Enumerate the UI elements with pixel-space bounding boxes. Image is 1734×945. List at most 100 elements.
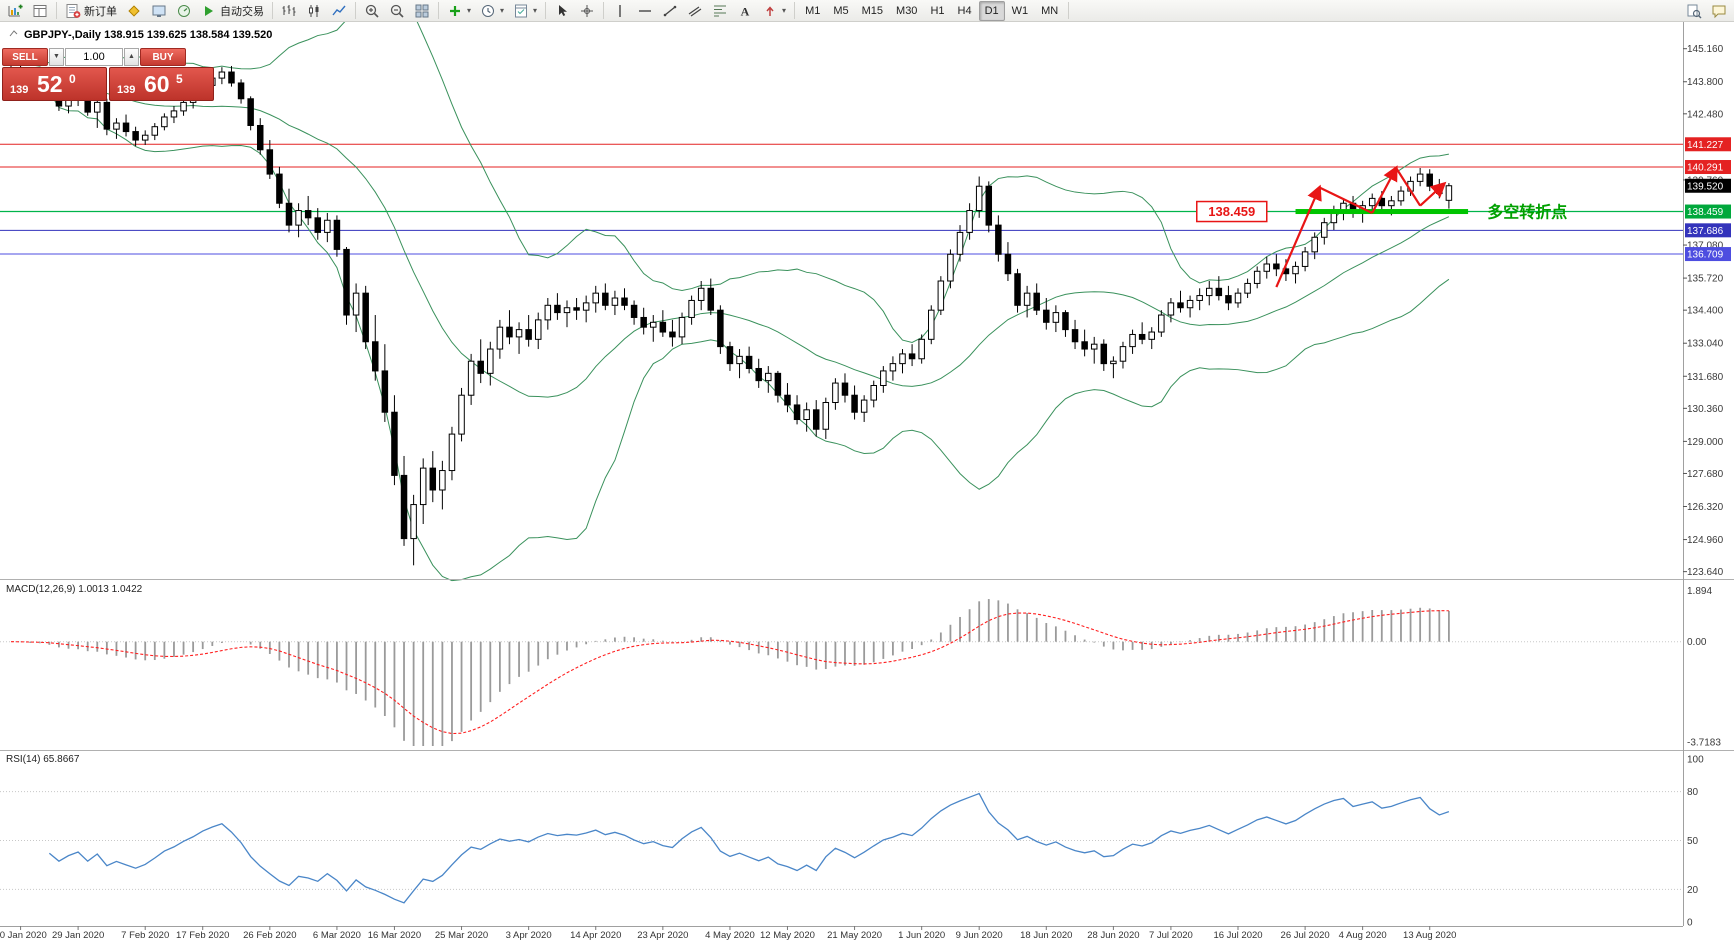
svg-text:12 May 2020: 12 May 2020 [760, 930, 815, 941]
timeframe-m1-button[interactable]: M1 [799, 1, 826, 21]
price-callout[interactable]: 138.459 [1196, 200, 1268, 223]
timeframe-h1-button[interactable]: H1 [924, 1, 950, 21]
svg-text:129.000: 129.000 [1687, 437, 1724, 448]
timeframe-w1-button[interactable]: W1 [1006, 1, 1035, 21]
zoom-out-button[interactable] [385, 1, 409, 21]
sell-button[interactable]: SELL [2, 48, 48, 66]
zoom-in-icon [364, 3, 380, 19]
text-label-button[interactable]: A [733, 1, 757, 21]
svg-text:143.800: 143.800 [1687, 77, 1724, 88]
buy-button[interactable]: BUY [140, 48, 186, 66]
one-click-trading-panel: SELL ▼ ▲ BUY 139 52 0 139 60 5 [2, 48, 214, 101]
horizontal-line-button[interactable] [633, 1, 657, 21]
timeframe-h1-label: H1 [930, 4, 945, 17]
chart-layers: 145.160143.800142.480139.760137.080135.7… [0, 22, 1734, 941]
periods-button[interactable]: ▾ [476, 1, 508, 21]
svg-text:A: A [741, 4, 750, 18]
profiles-button[interactable] [28, 1, 52, 21]
crosshair-button[interactable] [575, 1, 599, 21]
timeframe-d1-button[interactable]: D1 [978, 0, 1005, 21]
terminal-icon [151, 3, 167, 19]
equidistant-channel-button[interactable] [683, 1, 707, 21]
timeframe-m5-button[interactable]: M5 [827, 1, 854, 21]
svg-text:80: 80 [1687, 787, 1699, 798]
buy-price-box[interactable]: 139 60 5 [109, 67, 214, 101]
macd-indicator-label: MACD(12,26,9) 1.0013 1.0422 [6, 584, 143, 595]
messages-button[interactable] [1707, 1, 1731, 21]
strategy-tester-button[interactable] [172, 1, 196, 21]
sell-price-main: 52 [37, 71, 63, 97]
indicators-button[interactable]: ▾ [443, 1, 475, 21]
trendline-button[interactable] [658, 1, 682, 21]
templates-button[interactable]: ▾ [509, 1, 541, 21]
new-order-button[interactable]: 新订单 [61, 1, 121, 21]
new-chart-button[interactable] [3, 1, 27, 21]
volume-up-button[interactable]: ▲ [124, 48, 139, 66]
svg-text:100: 100 [1687, 755, 1704, 766]
svg-text:1.894: 1.894 [1687, 586, 1712, 597]
timeframe-mn-button[interactable]: MN [1035, 1, 1064, 21]
candles-icon [306, 3, 322, 19]
toolbar-separator [603, 2, 605, 19]
timeframe-m30-button[interactable]: M30 [890, 1, 923, 21]
trend-annotation-arrows[interactable] [1275, 165, 1447, 288]
autotrade-icon [201, 3, 217, 19]
toolbar-separator [438, 2, 439, 19]
tile-windows-button[interactable] [410, 1, 434, 21]
autotrading-label: 自动交易 [220, 5, 264, 18]
horizontal-levels[interactable] [0, 143, 1683, 255]
volume-down-button[interactable]: ▼ [49, 48, 64, 66]
pivot-label[interactable]: 多空转折点 [1487, 202, 1567, 221]
timeframe-m30-label: M30 [896, 4, 918, 17]
buy-price-prefix: 139 [117, 84, 136, 96]
toolbar-separator [355, 2, 356, 19]
line-chart-mode-button[interactable] [327, 1, 351, 21]
toolbar-separator [56, 2, 57, 19]
price-axis-labels: 141.227 140.291 138.459 137.686 136.709 139.5… [1685, 137, 1731, 262]
timeframe-mn-label: MN [1041, 4, 1059, 17]
svg-text:139.520: 139.520 [1687, 181, 1724, 192]
svg-text:1 Jun 2020: 1 Jun 2020 [898, 930, 945, 941]
template-icon [513, 3, 529, 19]
crosshair-icon [579, 3, 595, 19]
svg-text:28 Jun 2020: 28 Jun 2020 [1087, 930, 1139, 941]
svg-text:9 Jun 2020: 9 Jun 2020 [956, 930, 1003, 941]
terminal-button[interactable] [147, 1, 171, 21]
volume-input[interactable] [65, 48, 123, 66]
svg-text:7 Feb 2020: 7 Feb 2020 [121, 930, 169, 941]
svg-text:4 May 2020: 4 May 2020 [705, 930, 755, 941]
rsi-indicator-label: RSI(14) 65.8667 [6, 754, 80, 765]
arrows-button[interactable]: ▾ [758, 1, 790, 21]
vertical-line-button[interactable] [608, 1, 632, 21]
svg-text:0.00: 0.00 [1687, 637, 1707, 648]
linechart-icon [331, 3, 347, 19]
timeframe-h4-button[interactable]: H4 [952, 1, 978, 21]
metaeditor-button[interactable] [122, 1, 146, 21]
zoom-in-button[interactable] [360, 1, 384, 21]
chart-svg[interactable]: 145.160143.800142.480139.760137.080135.7… [0, 22, 1734, 945]
date-axis: 20 Jan 2020 29 Jan 2020 7 Feb 2020 17 Feb 2… [0, 926, 1456, 941]
metaeditor-icon [126, 3, 142, 19]
toolbar-separator [545, 2, 547, 19]
bar-chart-mode-button[interactable] [277, 1, 301, 21]
fibonacci-button[interactable] [708, 1, 732, 21]
tester-icon [176, 3, 192, 19]
svg-text:17 Feb 2020: 17 Feb 2020 [176, 930, 229, 941]
chat-icon [1711, 3, 1727, 19]
channel-icon [687, 3, 703, 19]
autotrading-button[interactable]: 自动交易 [197, 1, 268, 21]
timeframe-w1-label: W1 [1011, 4, 1029, 17]
timeframe-m15-button[interactable]: M15 [856, 1, 889, 21]
candlestick-mode-button[interactable] [302, 1, 326, 21]
cursor-button[interactable] [550, 1, 574, 21]
svg-text:134.400: 134.400 [1687, 306, 1724, 317]
timeframe-m15-label: M15 [861, 4, 884, 17]
search-button[interactable] [1682, 1, 1706, 21]
new-order-icon [65, 3, 81, 19]
svg-text:20: 20 [1687, 885, 1699, 896]
tile-icon [414, 3, 430, 19]
pivot-support-line[interactable] [1295, 209, 1469, 215]
sell-price-box[interactable]: 139 52 0 [2, 67, 107, 101]
svg-text:26 Feb 2020: 26 Feb 2020 [243, 930, 296, 941]
new-order-label: 新订单 [84, 5, 117, 18]
